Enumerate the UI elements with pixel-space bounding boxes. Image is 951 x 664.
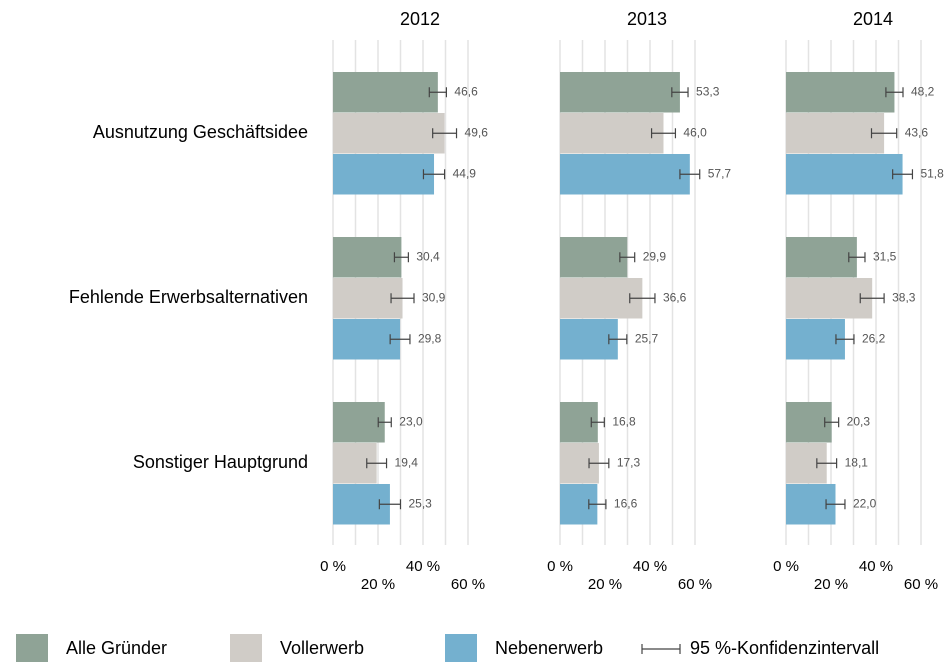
bar (333, 237, 402, 278)
bar (333, 319, 401, 360)
x-tick-label: 60 % (451, 576, 485, 593)
value-label: 44,9 (453, 166, 477, 180)
bar (786, 319, 845, 360)
bar (333, 113, 445, 154)
value-label: 19,4 (395, 455, 419, 469)
legend-label: Nebenerwerb (495, 638, 603, 658)
bar (786, 113, 885, 154)
bar (333, 72, 438, 113)
value-label: 29,9 (643, 249, 667, 263)
x-tick-label: 20 % (814, 576, 848, 593)
bar (560, 237, 628, 278)
legend-label: Alle Gründer (66, 638, 167, 658)
value-label: 43,6 (905, 125, 929, 139)
value-label: 30,9 (422, 290, 446, 304)
value-label: 30,4 (416, 249, 440, 263)
value-label: 25,3 (409, 496, 433, 510)
bar (560, 278, 643, 319)
value-label: 49,6 (465, 125, 489, 139)
x-tick-label: 0 % (320, 558, 346, 575)
x-tick-label: 60 % (678, 576, 712, 593)
x-tick-label: 40 % (406, 558, 440, 575)
value-label: 51,8 (920, 166, 944, 180)
value-label: 16,8 (612, 414, 636, 428)
panel-title: 2012 (400, 9, 440, 29)
x-tick-label: 40 % (633, 558, 667, 575)
value-label: 38,3 (892, 290, 916, 304)
bar (333, 402, 385, 443)
category-label: Fehlende Erwerbsalternativen (69, 287, 308, 307)
bar (560, 72, 680, 113)
value-label: 29,8 (418, 331, 442, 345)
bar (786, 402, 832, 443)
value-label: 25,7 (635, 331, 659, 345)
bar (333, 154, 435, 195)
value-label: 26,2 (862, 331, 886, 345)
value-label: 36,6 (663, 290, 687, 304)
category-label: Sonstiger Hauptgrund (133, 452, 308, 472)
legend-label: 95 %-Konfidenzintervall (690, 638, 879, 658)
x-tick-label: 0 % (547, 558, 573, 575)
legend-swatch (445, 634, 477, 662)
value-label: 17,3 (617, 455, 641, 469)
value-label: 48,2 (911, 84, 935, 98)
x-tick-label: 40 % (859, 558, 893, 575)
bar (560, 154, 690, 195)
value-label: 23,0 (399, 414, 423, 428)
legend-swatch (230, 634, 262, 662)
value-label: 31,5 (873, 249, 897, 263)
x-tick-label: 60 % (904, 576, 938, 593)
value-label: 53,3 (696, 84, 720, 98)
panel-title: 2014 (853, 9, 893, 29)
bar (786, 154, 903, 195)
bar (786, 278, 873, 319)
value-label: 57,7 (708, 166, 732, 180)
value-label: 18,1 (845, 455, 869, 469)
legend-swatch (16, 634, 48, 662)
panel-title: 2013 (627, 9, 667, 29)
value-label: 46,0 (683, 125, 707, 139)
x-tick-label: 20 % (361, 576, 395, 593)
bar (560, 319, 618, 360)
bar (786, 72, 895, 113)
x-tick-label: 20 % (588, 576, 622, 593)
category-label: Ausnutzung Geschäftsidee (93, 122, 308, 142)
value-label: 20,3 (847, 414, 871, 428)
bar (786, 237, 857, 278)
value-label: 46,6 (454, 84, 478, 98)
value-label: 16,6 (614, 496, 638, 510)
legend-label: Vollerwerb (280, 638, 364, 658)
x-tick-label: 0 % (773, 558, 799, 575)
bar (560, 113, 664, 154)
value-label: 22,0 (853, 496, 877, 510)
